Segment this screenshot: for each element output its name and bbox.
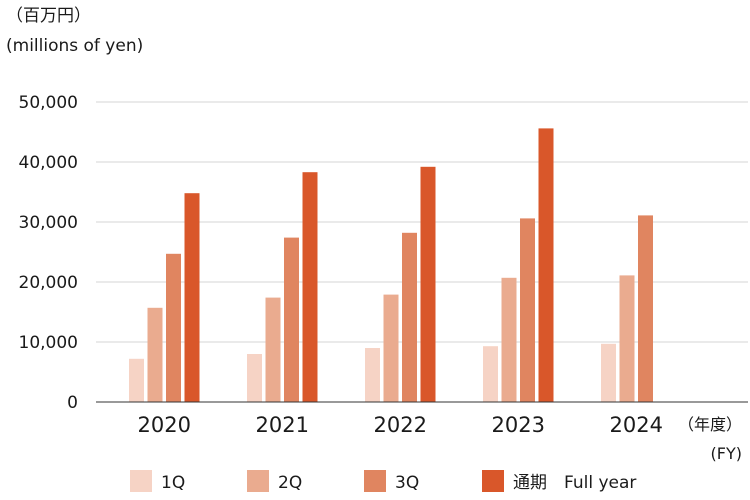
legend-swatch bbox=[130, 470, 152, 492]
x-axis-unit-en: (FY) bbox=[711, 444, 742, 463]
x-category-label: 2021 bbox=[256, 413, 309, 437]
x-category-label: 2024 bbox=[610, 413, 663, 437]
x-category-label: 2022 bbox=[374, 413, 427, 437]
bar-2020-3 bbox=[166, 253, 181, 402]
bar-2023-1 bbox=[483, 346, 498, 402]
y-tick-label: 10,000 bbox=[19, 333, 78, 353]
x-axis-unit-ja: （年度） bbox=[678, 415, 742, 434]
y-axis-ticks: 0 10,000 20,000 30,000 40,000 50,000 bbox=[19, 93, 78, 413]
bar-2022-4 bbox=[420, 166, 436, 402]
bar-2024-3 bbox=[638, 215, 653, 402]
bar-2020-1 bbox=[129, 358, 144, 402]
legend-swatch bbox=[247, 470, 269, 492]
bar-2021-2 bbox=[265, 297, 281, 402]
bar-2022-1 bbox=[365, 348, 380, 402]
bar-2023-2 bbox=[501, 277, 517, 402]
x-category-label: 2020 bbox=[138, 413, 191, 437]
bar-2021-3 bbox=[284, 237, 299, 402]
legend-label: 1Q bbox=[161, 473, 185, 493]
bar-2024-1 bbox=[601, 343, 616, 402]
bar-2022-2 bbox=[383, 294, 399, 402]
bar-2020-4 bbox=[184, 193, 200, 402]
bar-2021-1 bbox=[247, 354, 262, 402]
x-category-label: 2023 bbox=[492, 413, 545, 437]
bar-2023-3 bbox=[520, 218, 535, 402]
y-tick-label: 50,000 bbox=[19, 93, 78, 113]
category-labels: 2020 2021 2022 2023 2024 bbox=[138, 413, 663, 437]
unit-label-ja: （百万円） bbox=[6, 6, 91, 26]
bars bbox=[129, 128, 653, 402]
bar-2022-3 bbox=[402, 232, 417, 402]
legend-swatch bbox=[482, 470, 504, 492]
bar-2024-2 bbox=[619, 275, 635, 402]
legend-label: 2Q bbox=[278, 473, 302, 493]
y-tick-label: 30,000 bbox=[19, 213, 78, 233]
unit-label-en: (millions of yen) bbox=[6, 36, 144, 56]
bar-2020-2 bbox=[147, 307, 163, 402]
legend-swatch bbox=[364, 470, 386, 492]
y-tick-label: 40,000 bbox=[19, 153, 78, 173]
legend: 1Q 2Q 3Q 通期 Full year bbox=[130, 470, 636, 493]
legend-label: 通期 Full year bbox=[513, 473, 636, 493]
bar-2023-4 bbox=[538, 128, 554, 402]
y-tick-label: 20,000 bbox=[19, 273, 78, 293]
bar-2021-4 bbox=[302, 172, 318, 402]
legend-label: 3Q bbox=[395, 473, 419, 493]
y-tick-label: 0 bbox=[67, 393, 78, 413]
